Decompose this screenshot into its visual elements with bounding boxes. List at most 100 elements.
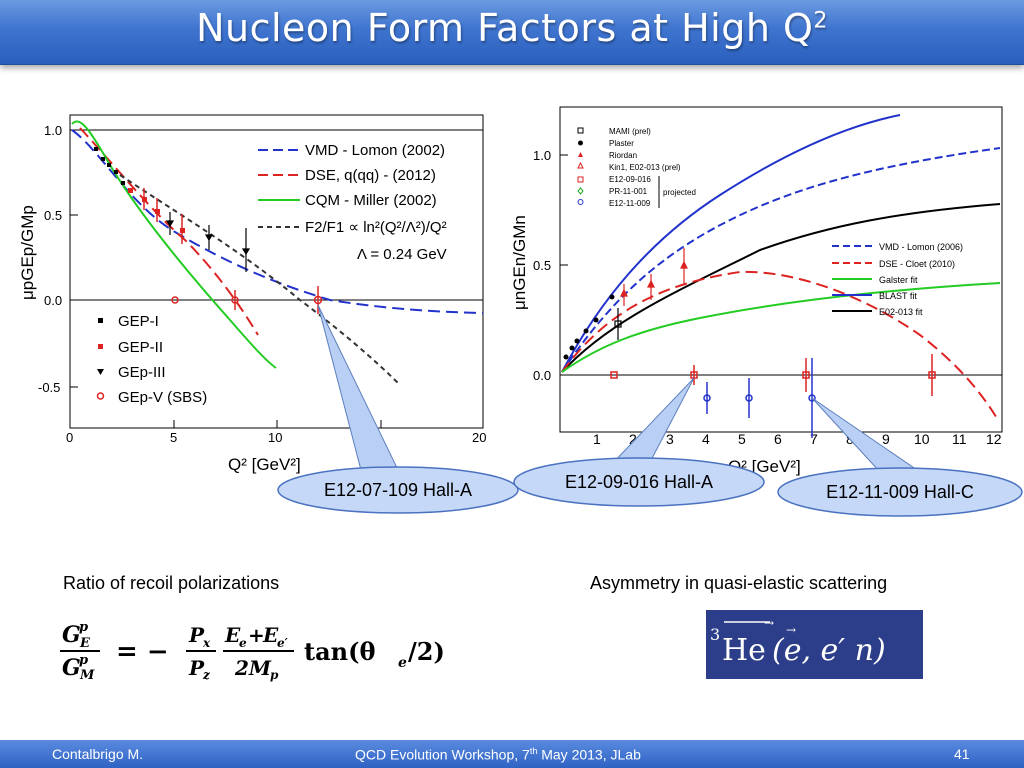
left-xtick-10: 10 <box>268 430 282 445</box>
legend-dse-cloet: DSE - Cloet (2010) <box>879 259 955 269</box>
gep-v-points <box>171 286 323 314</box>
title-bar: Nucleon Form Factors at High Q2 <box>0 0 1024 65</box>
vmd-lomon-curve <box>71 129 484 314</box>
left-ytick-0: 0.0 <box>44 293 62 308</box>
svg-text:E: E <box>262 623 279 647</box>
cqm-miller-curve <box>71 120 277 369</box>
legend-e12-11-009: E12-11-009 <box>609 199 651 208</box>
svg-text:E: E <box>79 636 91 651</box>
svg-text:10: 10 <box>914 431 930 447</box>
svg-text:He: He <box>722 633 766 668</box>
callout-middle: E12-09-016 Hall-A <box>513 377 765 507</box>
svg-text:3: 3 <box>666 431 674 447</box>
svg-text:E: E <box>224 623 241 647</box>
plots-canvas: 1.0 0.5 0.0 -0.5 0 5 10 20 Q² [GeV²] μpG… <box>18 106 1023 517</box>
caption-right: Asymmetry in quasi-elastic scattering <box>590 573 888 593</box>
legend-gep-ii: GEP-II <box>118 339 163 356</box>
svg-text:p: p <box>79 620 88 635</box>
legend-e12-09-016: E12-09-016 <box>609 175 651 184</box>
left-data-legend: GEP-I GEP-II GEp-III GEp-V (SBS) <box>96 313 207 406</box>
gep-iii-points <box>165 212 251 272</box>
legend-pr-11-001: PR-11-001 <box>609 187 648 196</box>
dse-cloet-curve <box>561 270 999 421</box>
svg-text:/2): /2) <box>408 637 445 666</box>
slide-title: Nucleon Form Factors at High Q2 <box>196 6 828 50</box>
dse-curve <box>79 127 259 336</box>
callout-right-label: E12-11-009 Hall-C <box>826 482 974 502</box>
svg-text:x: x <box>202 636 211 650</box>
left-plot-frame <box>69 114 484 429</box>
legend-vmd-2006: VMD - Lomon (2006) <box>879 242 963 252</box>
svg-text:11: 11 <box>952 431 967 447</box>
legend-kin1: Kin1, E02-013 (prel) <box>609 163 681 172</box>
legend-gep-v: GEp-V (SBS) <box>118 389 207 406</box>
left-plot: 1.0 0.5 0.0 -0.5 0 5 10 20 Q² [GeV²] μpG… <box>18 114 486 474</box>
callout-middle-label: E12-09-016 Hall-A <box>565 472 713 492</box>
svg-text:(e, e′ n): (e, e′ n) <box>772 633 886 668</box>
svg-text:+: + <box>248 623 265 647</box>
f2f1-log-curve <box>119 174 401 386</box>
left-ytick-m05: -0.5 <box>38 380 60 395</box>
left-curve-legend: VMD - Lomon (2002) DSE, q(qq) - (2012) C… <box>258 142 447 263</box>
svg-text:e: e <box>398 655 407 671</box>
plaster-points <box>563 294 615 360</box>
svg-text:tan(θ: tan(θ <box>304 637 375 666</box>
e02-013-fit-curve <box>561 203 1001 373</box>
svg-text:G: G <box>62 655 81 681</box>
svg-text:p: p <box>270 668 279 682</box>
svg-text:P: P <box>188 623 205 647</box>
footer-bar: Contalbrigo M. QCD Evolution Workshop, 7… <box>0 740 1024 768</box>
right-ticks <box>560 154 568 266</box>
svg-text:2: 2 <box>629 431 637 447</box>
legend-vmd: VMD - Lomon (2002) <box>305 142 445 159</box>
footer-page-number: 41 <box>954 746 970 762</box>
footer-event: QCD Evolution Workshop, 7th May 2013, JL… <box>355 746 641 763</box>
svg-text:4: 4 <box>702 431 710 447</box>
legend-galster: Galster fit <box>879 275 918 285</box>
legend-lambda: Λ = 0.24 GeV <box>357 246 447 263</box>
svg-text:z: z <box>202 668 211 682</box>
galster-fit-curve <box>561 282 1001 373</box>
callout-right: E12-11-009 Hall-C <box>777 397 1023 517</box>
left-xtick-5: 5 <box>170 430 177 445</box>
svg-text:12: 12 <box>986 431 1002 447</box>
legend-dse: DSE, q(qq) - (2012) <box>305 167 436 184</box>
svg-text:→: → <box>786 623 796 637</box>
svg-text:7: 7 <box>810 431 818 447</box>
left-xtick-20: 20 <box>472 430 486 445</box>
reaction-label-box: 3 He (e, e′ n) → → <box>706 610 923 679</box>
svg-text:= −: = − <box>116 637 169 667</box>
right-curve-legend: VMD - Lomon (2006) DSE - Cloet (2010) Ga… <box>832 242 963 317</box>
svg-text:P: P <box>188 656 205 680</box>
gep-ii-errorbars <box>143 188 183 244</box>
mami-points <box>614 308 622 340</box>
svg-text:5: 5 <box>738 431 746 447</box>
legend-f2f1: F2/F1 ∝ ln²(Q²/Λ²)/Q² <box>305 219 447 236</box>
right-ytick-1: 1.0 <box>533 148 551 163</box>
svg-text:1: 1 <box>593 431 601 447</box>
legend-gep-iii: GEp-III <box>118 364 166 381</box>
right-ytick-0: 0.0 <box>533 368 551 383</box>
right-data-legend: MAMI (prel) Plaster Riordan Kin1, E02-01… <box>577 127 696 208</box>
left-xlabel: Q² [GeV²] <box>228 455 301 474</box>
right-ylabel: μnGEn/GMn <box>510 215 529 310</box>
legend-plaster: Plaster <box>609 139 634 148</box>
callout-left: E12-07-109 Hall-A <box>277 304 519 514</box>
legend-gep-i: GEP-I <box>118 313 159 330</box>
caption-left: Ratio of recoil polarizations <box>63 573 280 593</box>
svg-text:G: G <box>62 622 81 648</box>
svg-text:→: → <box>764 616 774 630</box>
footer-author: Contalbrigo M. <box>52 746 144 762</box>
legend-blast: BLAST fit <box>879 291 917 301</box>
legend-mami: MAMI (prel) <box>609 127 651 136</box>
left-ytick-05: 0.5 <box>44 208 62 223</box>
recoil-polarization-formula: G p E G p M = − P x P z E e + E e′ 2M p … <box>60 620 445 683</box>
right-ytick-05: 0.5 <box>533 258 551 273</box>
legend-riordan: Riordan <box>609 151 637 160</box>
vmd-lomon-2006-curve <box>561 147 1001 373</box>
gep-i-points <box>94 147 125 185</box>
legend-cqm: CQM - Miller (2002) <box>305 192 437 209</box>
left-ytick-1: 1.0 <box>44 123 62 138</box>
